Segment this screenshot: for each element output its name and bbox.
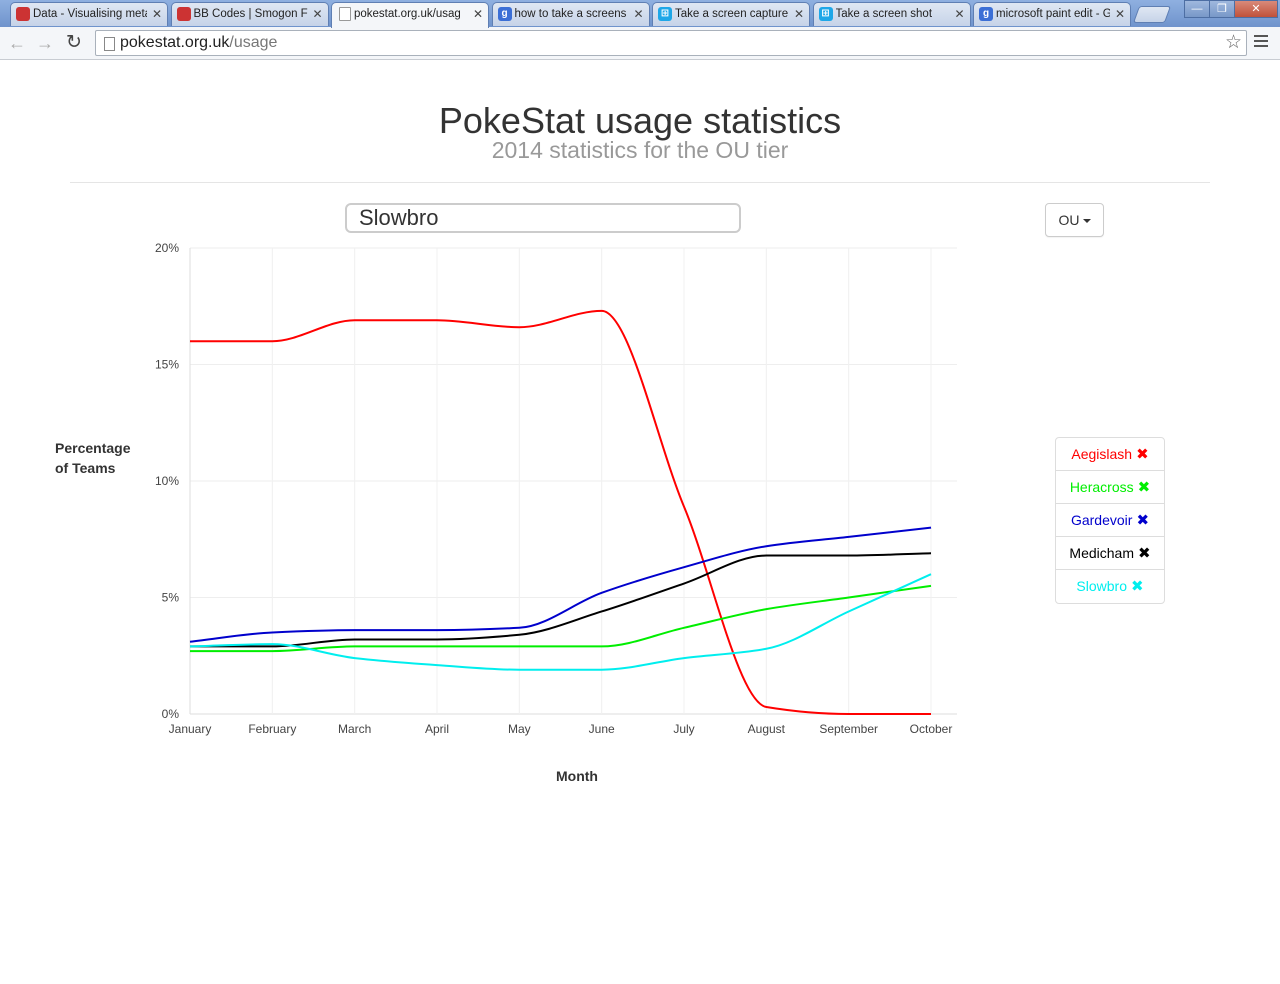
x-tick-label: June [589,722,615,736]
remove-series-icon[interactable]: ✖ [1138,545,1151,562]
legend-item[interactable]: Gardevoir ✖ [1056,504,1164,537]
caret-down-icon [1082,219,1091,224]
browser-tab[interactable]: ⊞ Take a screen capture ✕ [652,2,810,26]
windows-icon: ⊞ [818,7,833,21]
series-line-heracross [190,584,932,653]
x-tick-label: October [910,722,953,736]
legend-item[interactable]: Medicham ✖ [1056,537,1164,570]
google-icon: g [497,7,512,21]
browser-menu-icon[interactable] [1254,35,1268,49]
x-tick-label: March [338,722,371,736]
page-title: PokeStat usage statistics [438,100,842,141]
tab-title: pokestat.org.uk/usag [354,8,461,20]
x-tick-label: April [425,722,449,736]
legend-label: Slowbro [1076,578,1127,594]
tab-title: BB Codes | Smogon Fo [193,8,308,20]
browser-tabstrip: — ❐ ✕ Data - Visualising meta ✕ BB Codes |… [0,0,1280,28]
legend-label: Heracross [1069,479,1134,495]
remove-series-icon[interactable]: ✖ [1137,479,1151,496]
header-divider [70,182,1210,183]
page-icon [104,37,115,51]
x-tick-label: August [748,722,786,736]
page-subtitle: 2014 statistics for the OU tier [491,137,789,163]
y-axis-label: Percentage of Teams [55,440,131,476]
x-tick-label: February [248,722,296,736]
browser-tab[interactable]: g microsoft paint edit - G ✕ [973,2,1131,26]
tier-dropdown[interactable]: OU [1045,203,1104,237]
back-arrow-icon[interactable]: ← [8,33,26,53]
x-tick-label: September [819,722,878,736]
tab-close-icon[interactable]: ✕ [954,7,965,21]
legend-item[interactable]: Heracross ✖ [1056,471,1164,504]
legend-label: Medicham [1069,545,1134,561]
pokemon-search-input[interactable] [345,203,741,233]
browser-toolbar: ← → ↻ pokestat.org.uk/usage ☆ [0,27,1280,60]
remove-series-icon[interactable]: ✖ [1136,446,1149,463]
legend-item[interactable]: Slowbro ✖ [1056,570,1164,603]
series-legend: Aegislash ✖ Heracross ✖ Gardevoir ✖ Medicham ✖ S… [1055,437,1165,604]
y-tick-label: 10% [155,474,179,488]
y-tick-label: 5% [162,591,180,605]
tier-selected-label: OU [1058,212,1080,228]
x-tick-label: July [673,722,694,736]
page-icon [339,7,351,21]
browser-tab[interactable]: Data - Visualising meta ✕ [10,2,168,26]
reload-icon[interactable]: ↻ [66,32,82,53]
google-icon: g [979,7,993,21]
legend-label: Gardevoir [1070,512,1133,528]
url-path: /usage [229,34,278,51]
tab-close-icon[interactable]: ✕ [1114,7,1125,21]
browser-tab[interactable]: ⊞ Take a screen shot ✕ [812,2,971,26]
x-axis-label: Month [556,768,598,784]
remove-series-icon[interactable]: ✖ [1131,578,1144,595]
pokeball-icon [16,7,30,21]
y-tick-label: 20% [155,241,179,255]
y-tick-label: 0% [162,707,180,721]
tab-close-icon[interactable]: ✕ [793,7,804,21]
y-tick-label: 15% [155,358,179,372]
series-line-medicham [190,552,932,648]
bookmark-star-icon[interactable]: ☆ [1224,32,1242,53]
legend-label: Aegislash [1071,446,1133,462]
tab-title: how to take a screens [514,8,627,20]
close-window-icon[interactable]: ✕ [1234,0,1278,18]
url-text[interactable]: pokestat.org.uk/usage [120,31,277,55]
tab-close-icon[interactable]: ✕ [312,7,323,21]
browser-tab[interactable]: g how to take a screens ✕ [491,2,650,26]
series-line-slowbro [189,573,932,671]
series-line-aegislash [190,309,931,716]
address-bar[interactable]: pokestat.org.uk/usage ☆ [95,30,1247,56]
tab-close-icon[interactable]: ✕ [633,7,644,21]
windows-icon: ⊞ [658,7,672,21]
tab-title: microsoft paint edit - G [996,8,1110,20]
series-line-gardevoir [189,526,932,643]
tab-title: Take a screen capture [675,8,789,20]
tab-close-icon[interactable]: ✕ [151,7,162,21]
pokeball-icon [176,7,191,21]
tab-title: Data - Visualising meta [33,8,147,20]
browser-tab[interactable]: pokestat.org.uk/usag ✕ [331,2,489,28]
x-tick-label: January [169,722,212,736]
tab-close-icon[interactable]: ✕ [472,7,483,21]
remove-series-icon[interactable]: ✖ [1136,512,1150,529]
url-host: pokestat.org.uk [120,34,230,51]
browser-tab[interactable]: BB Codes | Smogon Fo ✕ [170,2,329,26]
x-tick-label: May [508,722,531,736]
forward-arrow-icon[interactable]: → [36,33,54,53]
tab-title: Take a screen shot [835,8,933,20]
legend-item[interactable]: Aegislash ✖ [1056,438,1164,471]
